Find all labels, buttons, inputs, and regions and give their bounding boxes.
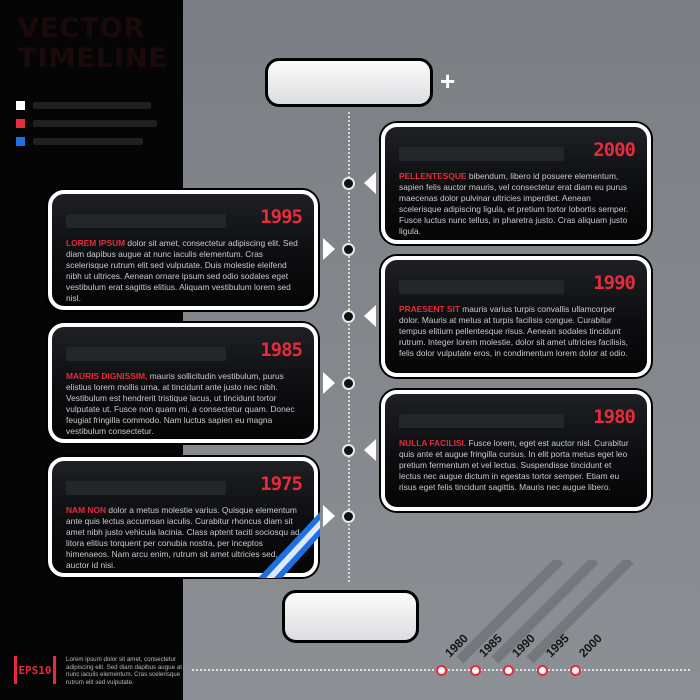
eps-badge-text: EPS10 xyxy=(18,663,52,677)
pointer-arrow xyxy=(364,172,376,194)
mini-timeline-dot xyxy=(537,665,548,676)
legend-swatch-red xyxy=(16,119,25,128)
event-year: 1990 xyxy=(593,272,636,294)
timeline-header-pill[interactable] xyxy=(265,58,433,107)
card-header: 1980 xyxy=(399,406,636,432)
card-heading-placeholder xyxy=(66,481,226,495)
legend-item-red xyxy=(16,115,157,132)
event-card-1990[interactable]: 1990 PRAESENT SIT mauris varius turpis c… xyxy=(381,256,651,377)
event-description: LOREM IPSUM dolor sit amet, consectetur … xyxy=(66,238,302,304)
card-header: 2000 xyxy=(399,139,636,165)
event-card-2000[interactable]: 2000 PELLENTESQUE bibendum, libero id po… xyxy=(381,123,651,244)
color-legend xyxy=(16,97,157,151)
pointer-arrow xyxy=(364,439,376,461)
mini-timeline-dot xyxy=(570,665,581,676)
pointer-arrow xyxy=(364,305,376,327)
card-header: 1995 xyxy=(66,206,303,232)
event-card-1975[interactable]: 1975 NAM NON dolor a metus molestie vari… xyxy=(48,457,318,577)
event-description: PRAESENT SIT mauris varius turpis conval… xyxy=(399,304,635,359)
pointer-arrow xyxy=(323,238,335,260)
card-header: 1975 xyxy=(66,473,303,499)
event-text: mauris sollicitudin vestibulum, purus el… xyxy=(66,371,295,436)
timeline-node xyxy=(342,177,355,190)
event-text: Fusce lorem, eget est auctor nisl. Curab… xyxy=(399,438,629,492)
timeline-node xyxy=(342,444,355,457)
card-heading-placeholder xyxy=(66,347,226,361)
event-description: PELLENTESQUE bibendum, libero id posuere… xyxy=(399,171,635,237)
event-card-1995[interactable]: 1995 LOREM IPSUM dolor sit amet, consect… xyxy=(48,190,318,310)
card-heading-placeholder xyxy=(66,214,226,228)
timeline-footer-pill[interactable] xyxy=(282,590,419,643)
event-description: NULLA FACILISI. Fusce lorem, eget est au… xyxy=(399,438,635,493)
footer-note: Lorem ipsum dolor sit amet, consectetur … xyxy=(66,656,182,686)
event-year: 1985 xyxy=(260,339,303,361)
mini-timeline-dot xyxy=(470,665,481,676)
poster-title: VECTOR TIMELINE xyxy=(18,14,168,74)
pointer-arrow xyxy=(323,372,335,394)
legend-item-white xyxy=(16,97,157,114)
card-heading-placeholder xyxy=(399,147,564,161)
event-description: MAURIS DIGNISSIM, mauris sollicitudin ve… xyxy=(66,371,302,437)
event-text: mauris varius turpis convallis ullamcorp… xyxy=(399,304,628,358)
title-line-1: VECTOR xyxy=(18,13,146,44)
event-text: dolor sit amet, consectetur adipiscing e… xyxy=(66,238,298,303)
event-card-1980[interactable]: 1980 NULLA FACILISI. Fusce lorem, eget e… xyxy=(381,390,651,511)
legend-text-placeholder xyxy=(33,120,157,127)
timeline-axis xyxy=(348,112,350,582)
card-heading-placeholder xyxy=(399,280,564,294)
event-lead: NAM NON xyxy=(66,505,107,515)
card-heading-placeholder xyxy=(399,414,564,428)
event-text: dolor a metus molestie varius. Quisque e… xyxy=(66,505,300,570)
event-year: 2000 xyxy=(593,139,636,161)
timeline-node xyxy=(342,243,355,256)
timeline-node xyxy=(342,310,355,323)
event-lead: PELLENTESQUE xyxy=(399,171,467,181)
card-header: 1990 xyxy=(399,272,636,298)
legend-swatch-white xyxy=(16,101,25,110)
eps-badge: EPS10 xyxy=(14,656,56,684)
event-text: bibendum, libero id posuere elementum, s… xyxy=(399,171,629,236)
event-year: 1975 xyxy=(260,473,303,495)
legend-item-blue xyxy=(16,133,157,150)
event-description: NAM NON dolor a metus molestie varius. Q… xyxy=(66,505,302,571)
plus-icon[interactable]: + xyxy=(440,66,456,96)
event-year: 1980 xyxy=(593,406,636,428)
event-lead: NULLA FACILISI. xyxy=(399,438,467,448)
legend-text-placeholder xyxy=(33,138,143,145)
mini-timeline-dot xyxy=(503,665,514,676)
timeline-node xyxy=(342,377,355,390)
title-line-2: TIMELINE xyxy=(18,43,169,74)
pointer-arrow xyxy=(323,505,335,527)
event-card-1985[interactable]: 1985 MAURIS DIGNISSIM, mauris sollicitud… xyxy=(48,323,318,443)
legend-text-placeholder xyxy=(33,102,151,109)
event-lead: LOREM IPSUM xyxy=(66,238,126,248)
mini-timeline-dot xyxy=(436,665,447,676)
event-lead: PRAESENT SIT xyxy=(399,304,460,314)
legend-swatch-blue xyxy=(16,137,25,146)
event-year: 1995 xyxy=(260,206,303,228)
event-lead: MAURIS DIGNISSIM, xyxy=(66,371,148,381)
timeline-node xyxy=(342,510,355,523)
card-header: 1985 xyxy=(66,339,303,365)
